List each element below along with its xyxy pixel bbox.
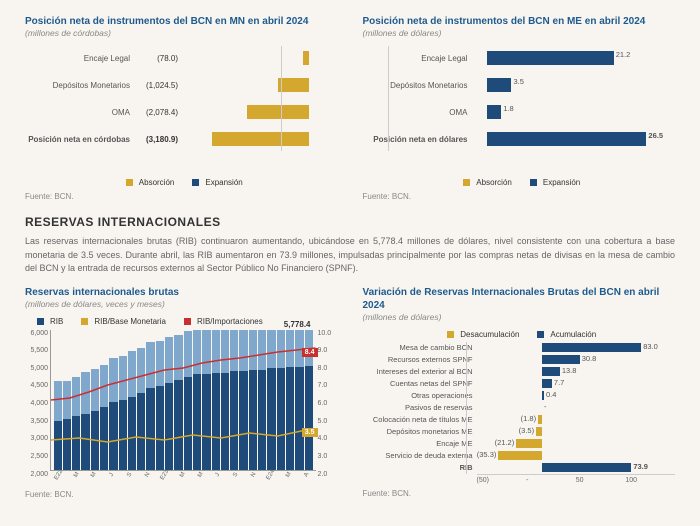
chart3-source: Fuente: BCN. (25, 490, 338, 499)
chart2-sub: (millones de dólares) (363, 28, 676, 38)
chart3-sub: (millones de dólares, veces y meses) (25, 299, 338, 309)
section-text: Las reservas internacionales brutas (RIB… (25, 235, 675, 276)
chart4-title: Variación de Reservas Internacionales Br… (363, 286, 676, 312)
chart1-sub: (millones de córdobas) (25, 28, 338, 38)
chart4-bars: Mesa de cambio BCN83.0Recursos externos … (363, 342, 676, 474)
chart1-title: Posición neta de instrumentos del BCN en… (25, 15, 338, 28)
chart2-bars: Encaje Legal21.2Depósitos Monetarios3.5O… (363, 46, 676, 176)
chart3-goldval: 3.5 (302, 428, 318, 437)
chart1-source: Fuente: BCN. (25, 192, 338, 201)
chart3-peak: 5,778.4 (284, 320, 311, 329)
chart4-sub: (millones de dólares) (363, 312, 676, 322)
chart3-yleft: 6,0005,5005,0004,5004,0003,5003,0002,500… (25, 330, 48, 478)
chart2-title: Posición neta de instrumentos del BCN en… (363, 15, 676, 28)
chart1-bars: Encaje Legal(78.0)Depósitos Monetarios(1… (25, 46, 338, 176)
chart-variation: Variación de Reservas Internacionales Br… (363, 286, 676, 499)
chart-me: Posición neta de instrumentos del BCN en… (363, 15, 676, 201)
chart2-legend: AbsorciónExpansión (363, 178, 676, 187)
chart2-source: Fuente: BCN. (363, 192, 676, 201)
chart4-legend: DesacumulaciónAcumulación (363, 330, 676, 339)
chart-rib: Reservas internacionales brutas (millone… (25, 286, 338, 499)
chart3-plot: 5,778.4 8.4 3.5 (50, 330, 316, 471)
chart1-legend: AbsorciónExpansión (25, 178, 338, 187)
chart3-title: Reservas internacionales brutas (25, 286, 338, 299)
chart-mn: Posición neta de instrumentos del BCN en… (25, 15, 338, 201)
chart3-xlabels: E22MMJSNE23MMJSNE24MA (50, 472, 316, 478)
chart3-redval: 8.4 (302, 348, 318, 357)
section-heading: RESERVAS INTERNACIONALES (25, 215, 675, 229)
chart4-source: Fuente: BCN. (363, 489, 676, 498)
chart3-yright: 10.09.08.07.06.05.04.03.02.0 (318, 330, 338, 478)
chart4-xaxis: (50)-50100 (477, 474, 676, 484)
